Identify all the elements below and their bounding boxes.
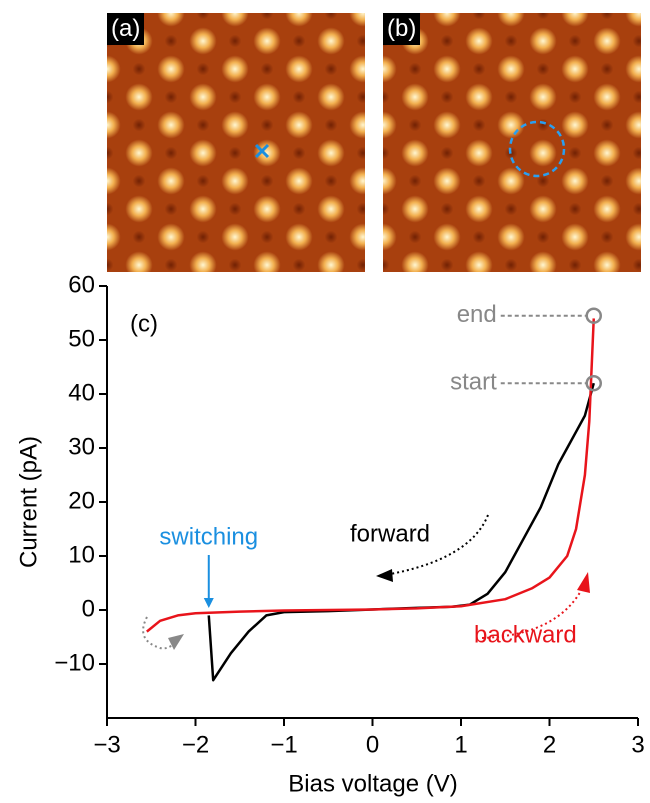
defect-circle <box>508 120 566 178</box>
arrow-head <box>168 634 184 650</box>
x-tick-label: −2 <box>182 731 209 758</box>
forward-arrow <box>384 514 489 576</box>
loop-arrow <box>142 616 177 650</box>
panel-label: (b) <box>383 13 421 45</box>
y-tick-label: 50 <box>68 325 95 352</box>
x-tick-label: 1 <box>454 731 467 758</box>
panel-label: (a) <box>107 13 145 45</box>
y-tick-label: 60 <box>68 271 95 298</box>
x-tick-label: −1 <box>270 731 297 758</box>
stm-image-a <box>107 13 365 272</box>
y-tick-label: 10 <box>68 541 95 568</box>
series-line <box>146 318 595 633</box>
y-tick-label: 20 <box>68 487 95 514</box>
series-label: backward <box>474 621 577 648</box>
tip-marker <box>254 143 270 159</box>
y-tick-label: 40 <box>68 379 95 406</box>
x-axis-label: Bias voltage (V) <box>288 770 457 797</box>
y-tick-label: 30 <box>68 433 95 460</box>
x-tick-label: −3 <box>93 731 120 758</box>
x-tick-label: 2 <box>543 731 556 758</box>
arrow-head <box>376 569 393 582</box>
y-axis-label: Current (pA) <box>15 436 42 568</box>
annotation: start <box>450 369 497 396</box>
arrow-head <box>577 572 590 593</box>
y-tick-label: −10 <box>54 649 95 676</box>
y-tick-label: 0 <box>82 595 95 622</box>
panel-label: (c) <box>130 310 158 337</box>
annotation: switching <box>159 523 258 550</box>
arrow-head <box>203 598 214 608</box>
x-tick-label: 3 <box>631 731 644 758</box>
backward-arrow <box>481 584 585 639</box>
annotation: end <box>457 301 497 328</box>
x-tick-label: 0 <box>366 731 379 758</box>
annotation-marker <box>585 374 602 392</box>
series-label: forward <box>350 520 430 547</box>
annotation-marker <box>585 307 602 324</box>
